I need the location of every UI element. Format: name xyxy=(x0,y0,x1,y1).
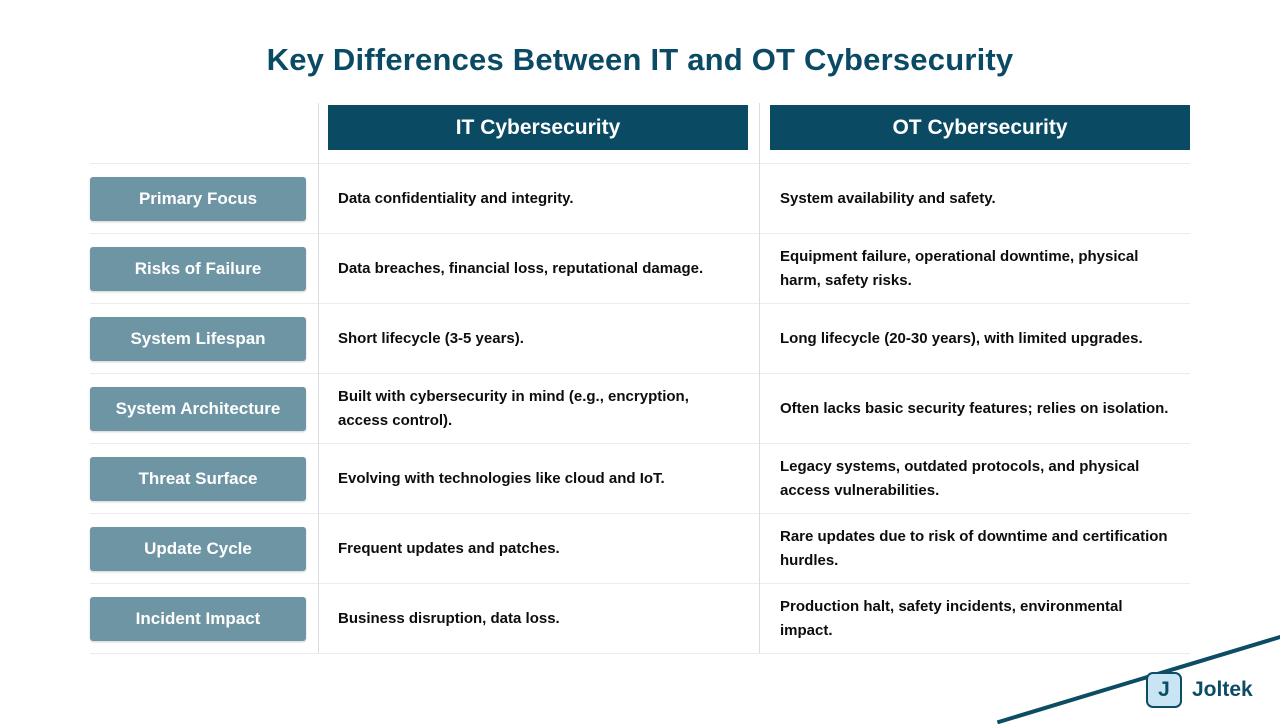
row-label-incident-impact: Incident Impact xyxy=(90,596,306,641)
table-row: System Architecture Built with cybersecu… xyxy=(90,373,1190,443)
table-row: System Lifespan Short lifecycle (3-5 yea… xyxy=(90,303,1190,373)
column-divider-middle xyxy=(759,103,760,653)
it-cell: Data breaches, financial loss, reputatio… xyxy=(338,259,704,277)
header-spacer xyxy=(90,105,306,150)
it-cell: Frequent updates and patches. xyxy=(338,539,560,557)
brand-logo: J Joltek xyxy=(1146,672,1253,708)
table-row: Threat Surface Evolving with technologie… xyxy=(90,443,1190,513)
row-label-update-cycle: Update Cycle xyxy=(90,526,306,571)
row-label-system-lifespan: System Lifespan xyxy=(90,316,306,361)
table-row: Update Cycle Frequent updates and patche… xyxy=(90,513,1190,583)
ot-cell: Legacy systems, outdated protocols, and … xyxy=(780,458,1140,499)
it-cell: Built with cybersecurity in mind (e.g., … xyxy=(338,388,689,429)
column-header-it: IT Cybersecurity xyxy=(328,105,748,150)
ot-cell: Production halt, safety incidents, envir… xyxy=(780,598,1123,639)
column-divider-left xyxy=(318,103,319,653)
ot-cell: Long lifecycle (20-30 years), with limit… xyxy=(780,329,1143,347)
brand-name: Joltek xyxy=(1192,678,1253,701)
comparison-table: IT Cybersecurity OT Cybersecurity Primar… xyxy=(90,103,1190,654)
it-cell: Business disruption, data loss. xyxy=(338,609,560,627)
ot-cell: Rare updates due to risk of downtime and… xyxy=(780,528,1168,569)
table-row: Incident Impact Business disruption, dat… xyxy=(90,583,1190,653)
it-cell: Evolving with technologies like cloud an… xyxy=(338,469,665,487)
table-header-row: IT Cybersecurity OT Cybersecurity xyxy=(90,105,1190,150)
ot-cell: Equipment failure, operational downtime,… xyxy=(780,248,1139,289)
ot-cell: Often lacks basic security features; rel… xyxy=(780,399,1169,417)
table-body: Primary Focus Data confidentiality and i… xyxy=(90,163,1190,654)
page-title: Key Differences Between IT and OT Cybers… xyxy=(266,42,1014,77)
ot-cell: System availability and safety. xyxy=(780,189,996,207)
row-label-primary-focus: Primary Focus xyxy=(90,176,306,221)
row-label-threat-surface: Threat Surface xyxy=(90,456,306,501)
table-row: Risks of Failure Data breaches, financia… xyxy=(90,233,1190,303)
row-label-system-architecture: System Architecture xyxy=(90,386,306,431)
column-header-ot: OT Cybersecurity xyxy=(770,105,1190,150)
it-cell: Data confidentiality and integrity. xyxy=(338,189,574,207)
table-row: Primary Focus Data confidentiality and i… xyxy=(90,163,1190,233)
row-label-risks-of-failure: Risks of Failure xyxy=(90,246,306,291)
it-cell: Short lifecycle (3-5 years). xyxy=(338,329,524,347)
joltek-logo-icon: J xyxy=(1146,672,1182,708)
